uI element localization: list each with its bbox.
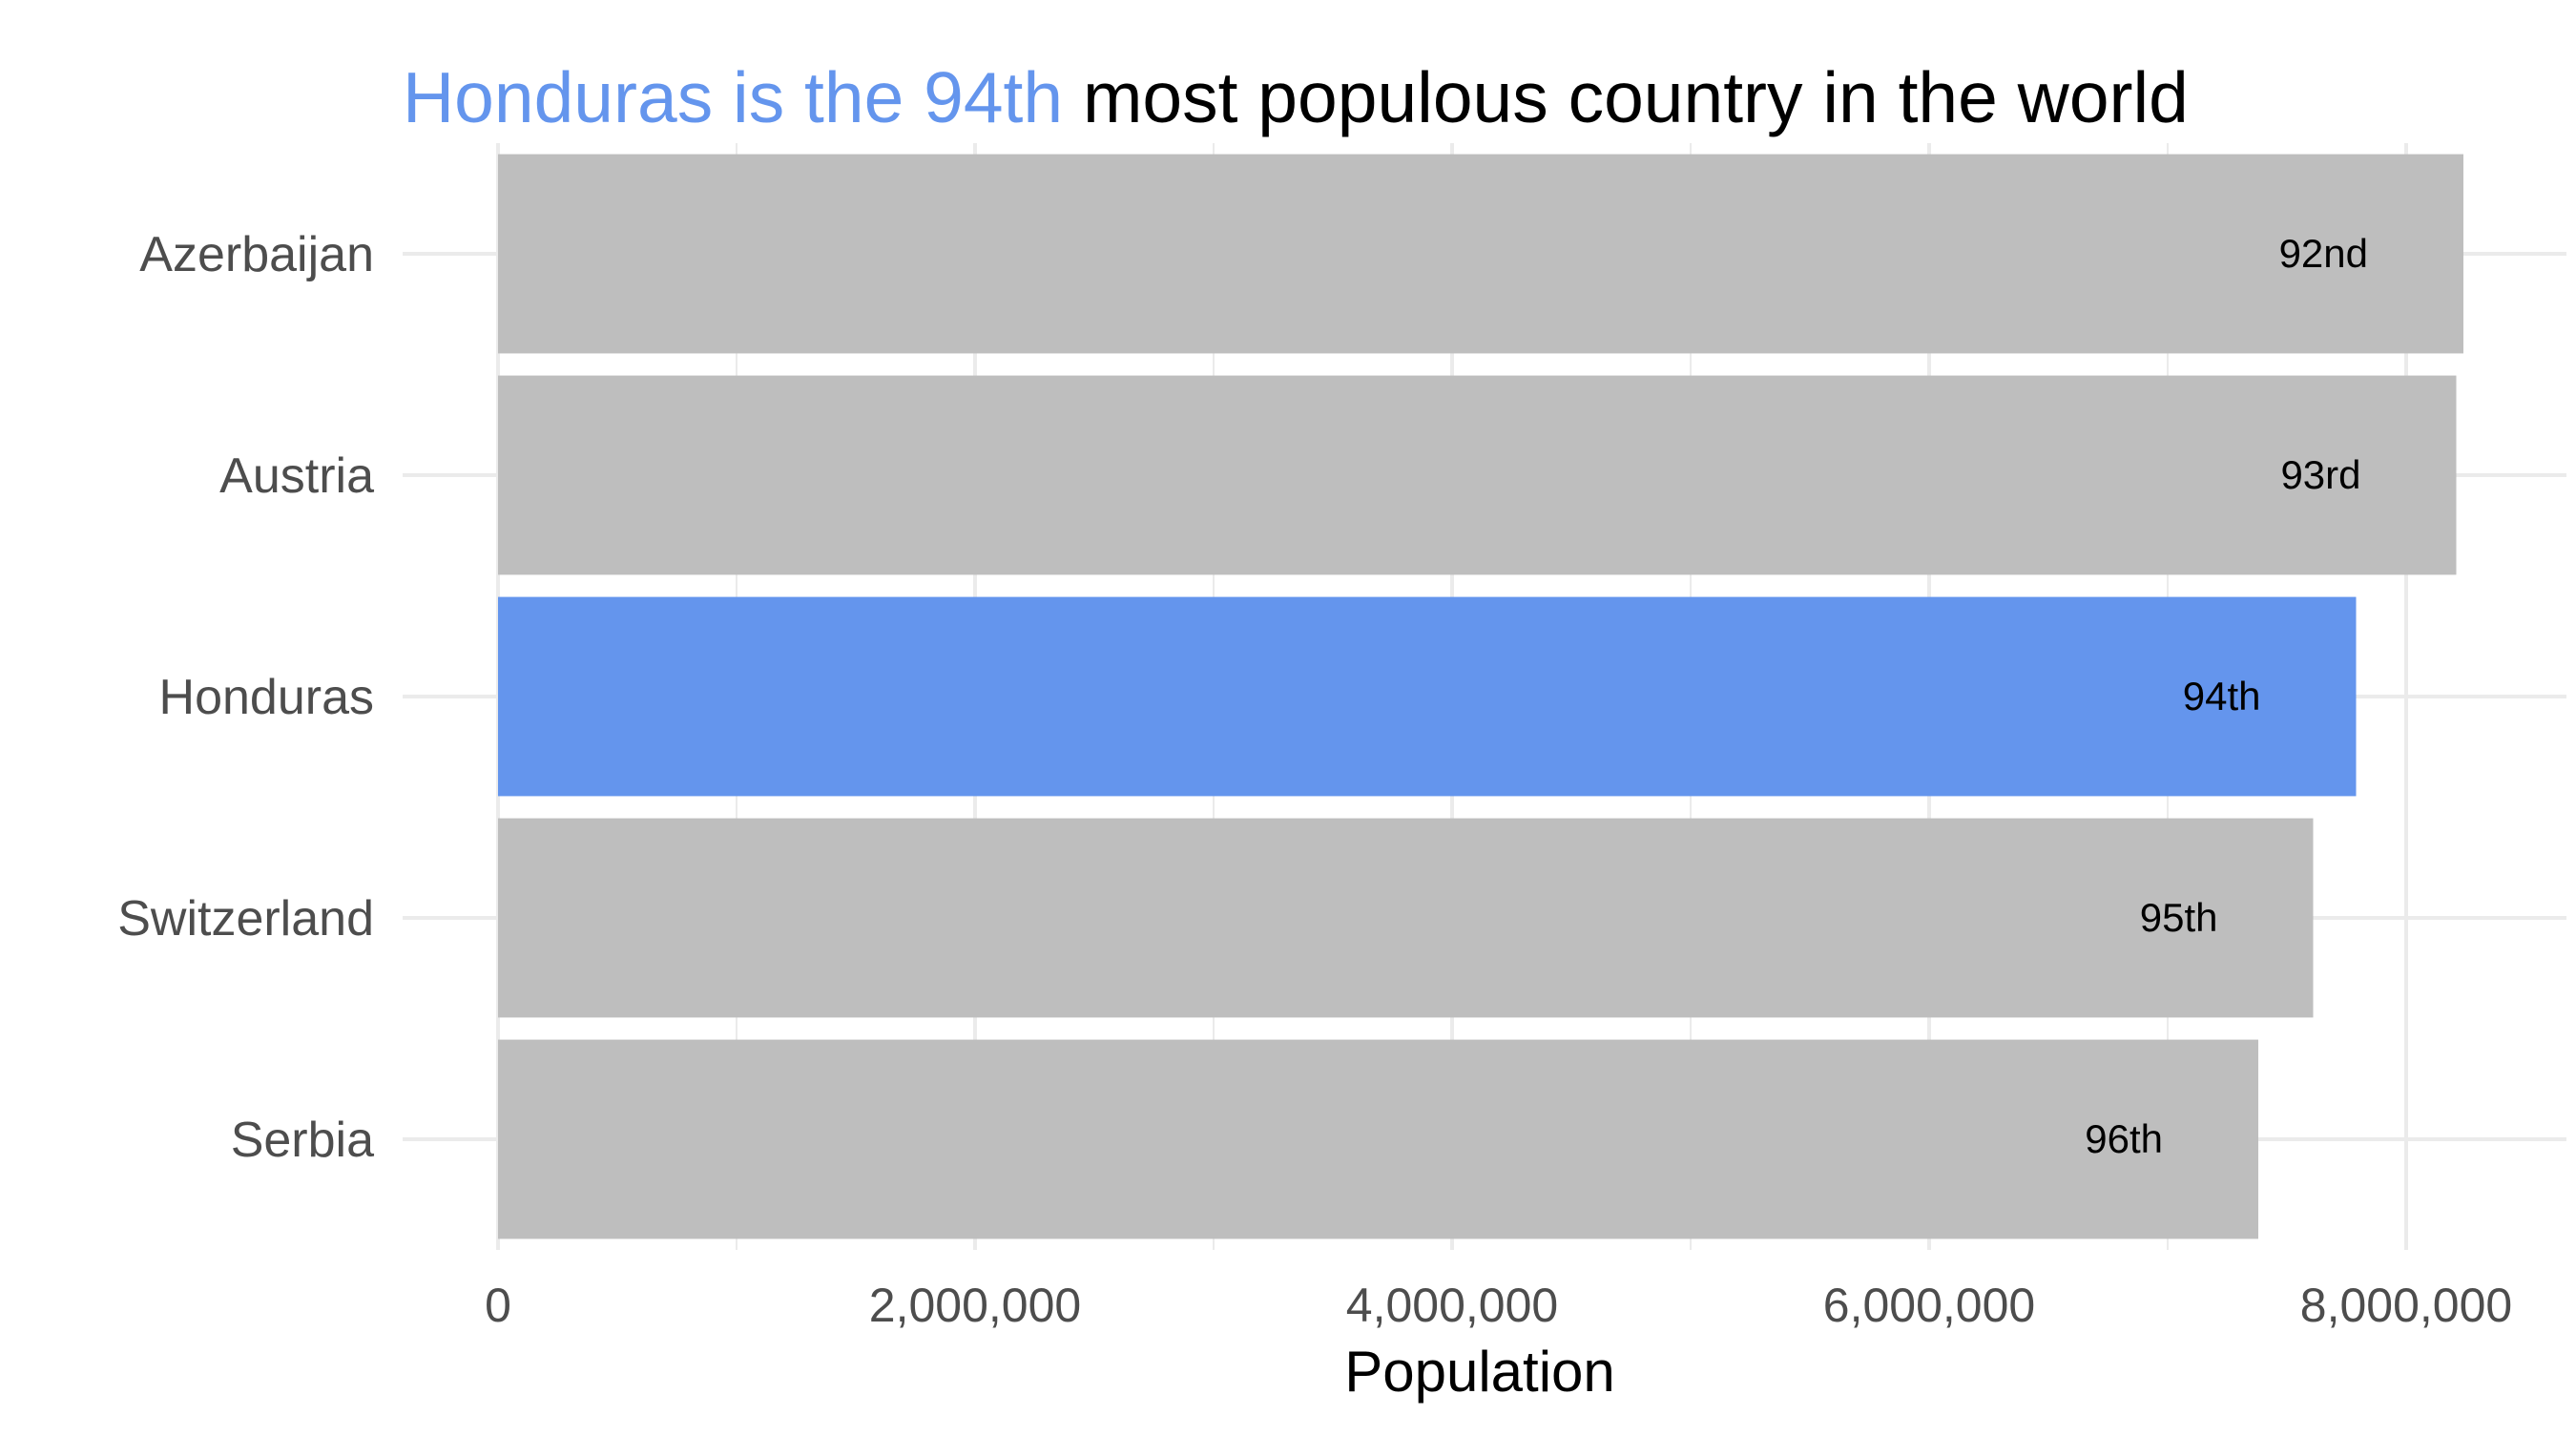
chart-title-rest: most populous country in the world	[1063, 57, 2189, 137]
y-axis-label: Austria	[219, 448, 374, 504]
y-axis-label: Serbia	[231, 1113, 374, 1168]
bar-austria	[498, 375, 2457, 575]
y-axis-label: Azerbaijan	[139, 227, 374, 282]
bar-rank-labels: 92nd 93rd 94th 95th 96th	[2085, 231, 2368, 1161]
bar-azerbaijan	[498, 154, 2463, 354]
bar-serbia	[498, 1039, 2258, 1239]
x-axis-tick-label: 6,000,000	[1823, 1279, 2035, 1332]
x-axis-title: Population	[1344, 1340, 1615, 1404]
x-axis-tick-label: 8,000,000	[2300, 1279, 2512, 1332]
bar-honduras	[498, 596, 2357, 797]
bar-rank-label: 93rd	[2280, 452, 2360, 497]
y-axis-labels: Azerbaijan Austria Honduras Switzerland Serb…	[117, 227, 374, 1168]
bars	[498, 154, 2463, 1239]
bar-rank-label: 94th	[2183, 674, 2261, 718]
bar-rank-label: 96th	[2085, 1116, 2163, 1161]
chart-title-highlight: Honduras is the 94th	[403, 57, 1063, 137]
x-axis-tick-labels: 0 2,000,000 4,000,000 6,000,000 8,000,000	[485, 1279, 2512, 1332]
bar-switzerland	[498, 818, 2314, 1018]
x-axis-tick-label: 0	[485, 1279, 511, 1332]
y-axis-label: Honduras	[159, 670, 374, 725]
y-axis-label: Switzerland	[117, 891, 374, 947]
bar-rank-label: 95th	[2140, 895, 2218, 940]
x-axis-tick-label: 2,000,000	[869, 1279, 1081, 1332]
bar-rank-label: 92nd	[2279, 231, 2368, 276]
chart-title: Honduras is the 94th most populous count…	[403, 57, 2189, 137]
x-axis-tick-label: 4,000,000	[1346, 1279, 1558, 1332]
